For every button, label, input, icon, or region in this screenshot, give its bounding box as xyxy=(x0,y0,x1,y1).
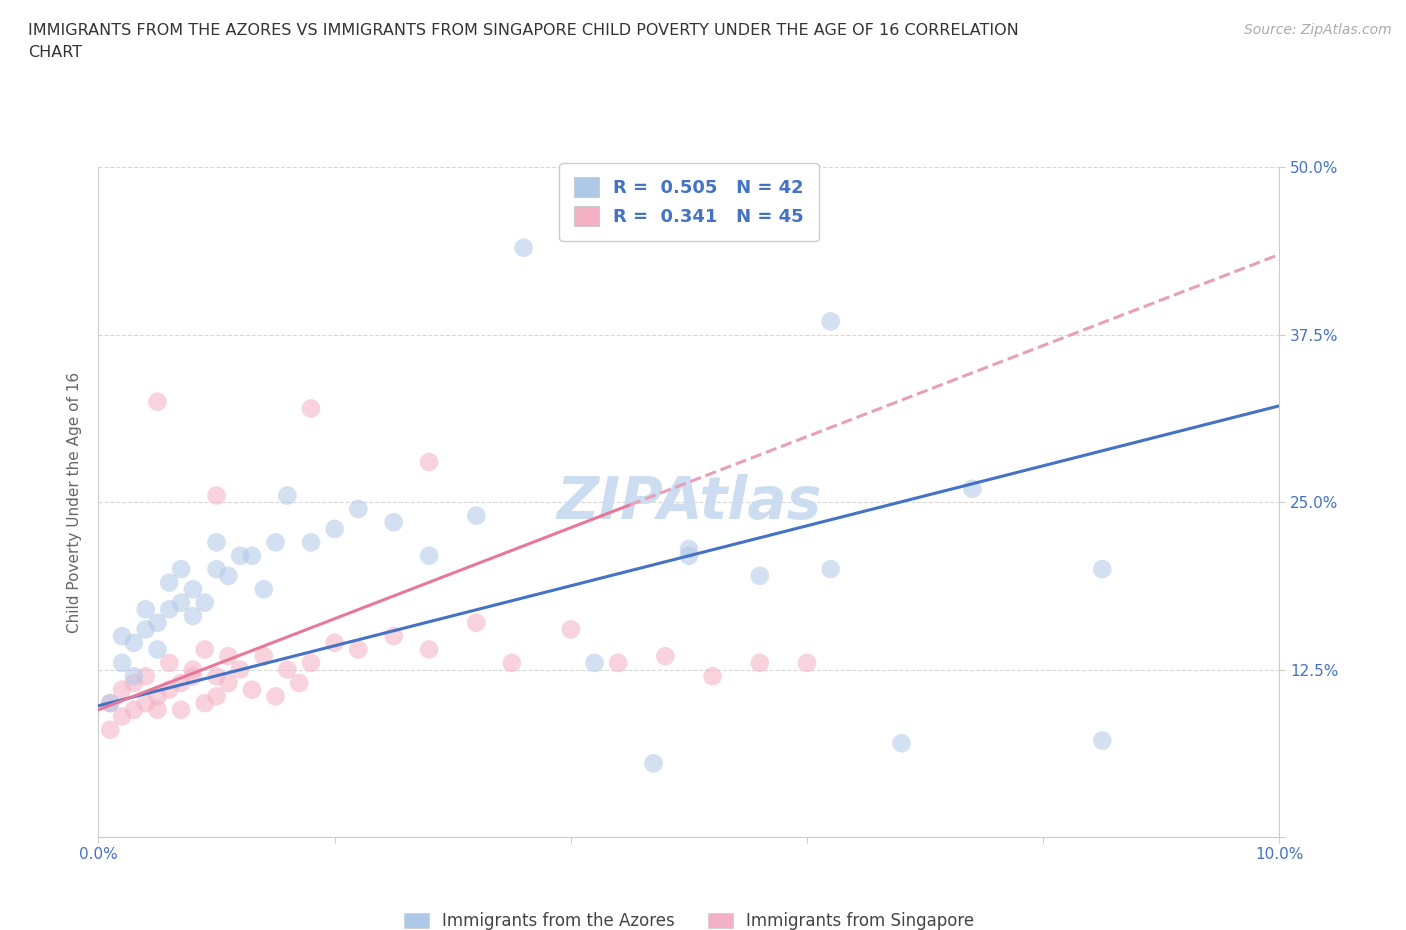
Point xyxy=(465,508,488,523)
Point xyxy=(748,568,770,583)
Point xyxy=(217,649,239,664)
Point xyxy=(288,675,311,690)
Point xyxy=(205,535,228,550)
Point xyxy=(170,595,193,610)
Point xyxy=(264,689,287,704)
Point xyxy=(607,656,630,671)
Point xyxy=(299,535,322,550)
Point xyxy=(512,240,534,255)
Point xyxy=(181,662,204,677)
Point xyxy=(323,635,346,650)
Point xyxy=(181,669,204,684)
Point xyxy=(264,535,287,550)
Point xyxy=(501,656,523,671)
Y-axis label: Child Poverty Under the Age of 16: Child Poverty Under the Age of 16 xyxy=(67,372,83,632)
Point xyxy=(135,669,157,684)
Point xyxy=(111,709,134,724)
Point xyxy=(418,642,440,657)
Point xyxy=(194,696,217,711)
Text: ZIPAtlas: ZIPAtlas xyxy=(557,473,821,531)
Point xyxy=(748,656,770,671)
Point xyxy=(240,549,263,564)
Point xyxy=(323,522,346,537)
Point xyxy=(890,736,912,751)
Text: IMMIGRANTS FROM THE AZORES VS IMMIGRANTS FROM SINGAPORE CHILD POVERTY UNDER THE : IMMIGRANTS FROM THE AZORES VS IMMIGRANTS… xyxy=(28,23,1019,60)
Point xyxy=(135,622,157,637)
Point xyxy=(299,656,322,671)
Point xyxy=(194,595,217,610)
Point xyxy=(146,689,169,704)
Point xyxy=(205,689,228,704)
Point xyxy=(1091,562,1114,577)
Point xyxy=(111,656,134,671)
Point xyxy=(229,549,252,564)
Text: Source: ZipAtlas.com: Source: ZipAtlas.com xyxy=(1244,23,1392,37)
Point xyxy=(170,702,193,717)
Point xyxy=(382,515,405,530)
Point xyxy=(205,669,228,684)
Point xyxy=(170,562,193,577)
Point xyxy=(146,642,169,657)
Point xyxy=(276,662,298,677)
Point xyxy=(229,662,252,677)
Point xyxy=(702,669,724,684)
Point xyxy=(122,635,145,650)
Point xyxy=(654,649,676,664)
Point xyxy=(347,642,370,657)
Point xyxy=(217,675,239,690)
Point xyxy=(1091,733,1114,748)
Point xyxy=(418,549,440,564)
Point xyxy=(418,455,440,470)
Point xyxy=(146,394,169,409)
Point xyxy=(465,616,488,631)
Point xyxy=(276,488,298,503)
Point xyxy=(135,602,157,617)
Point xyxy=(253,582,276,597)
Point xyxy=(678,549,700,564)
Point xyxy=(181,608,204,623)
Point xyxy=(135,696,157,711)
Point xyxy=(111,683,134,698)
Point xyxy=(678,541,700,556)
Point xyxy=(111,629,134,644)
Point xyxy=(157,602,180,617)
Point xyxy=(122,702,145,717)
Point xyxy=(560,622,582,637)
Point xyxy=(98,696,121,711)
Point xyxy=(157,575,180,590)
Point xyxy=(643,756,665,771)
Point xyxy=(181,582,204,597)
Legend: Immigrants from the Azores, Immigrants from Singapore: Immigrants from the Azores, Immigrants f… xyxy=(396,906,981,930)
Point xyxy=(205,562,228,577)
Point xyxy=(347,501,370,516)
Point xyxy=(170,675,193,690)
Point xyxy=(194,642,217,657)
Point xyxy=(796,656,818,671)
Point xyxy=(157,683,180,698)
Point xyxy=(122,669,145,684)
Point xyxy=(583,656,606,671)
Point xyxy=(217,568,239,583)
Point xyxy=(157,656,180,671)
Point xyxy=(98,696,121,711)
Point xyxy=(146,616,169,631)
Point xyxy=(146,702,169,717)
Point xyxy=(205,488,228,503)
Point xyxy=(962,482,984,497)
Point xyxy=(240,683,263,698)
Point xyxy=(820,562,842,577)
Point xyxy=(299,401,322,416)
Point xyxy=(820,314,842,329)
Point xyxy=(98,723,121,737)
Point xyxy=(122,675,145,690)
Point xyxy=(253,649,276,664)
Point xyxy=(382,629,405,644)
